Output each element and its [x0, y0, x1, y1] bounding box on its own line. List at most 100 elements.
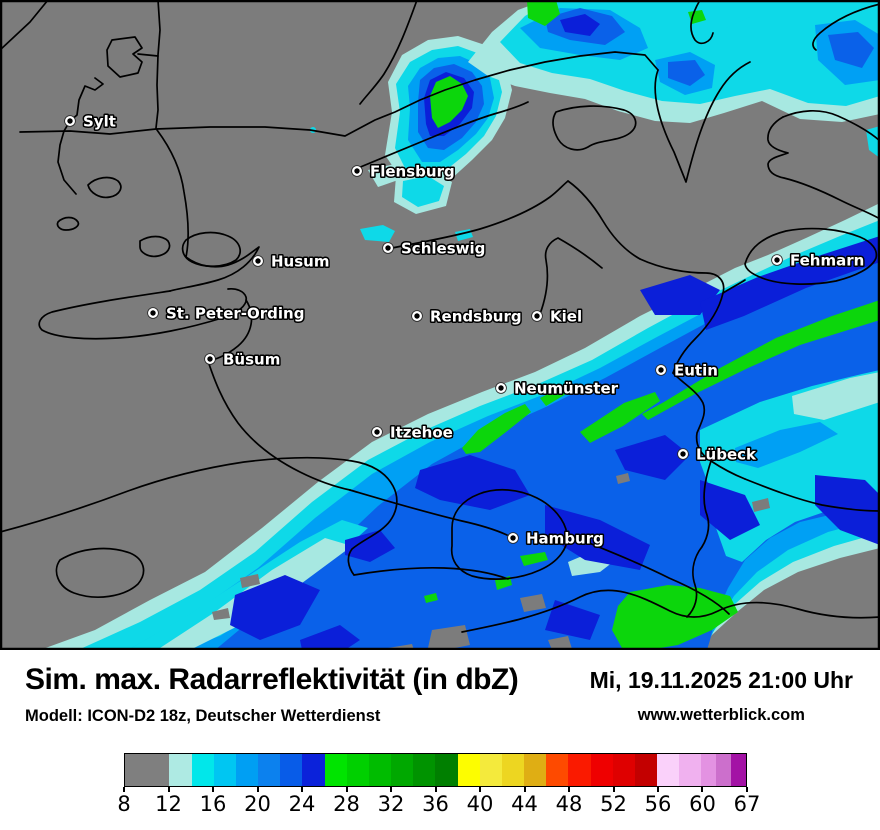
city-label: Eutin: [674, 362, 718, 380]
city-label: Hamburg: [526, 530, 604, 548]
legend-segment-50: [590, 754, 613, 786]
city-dot-icon: [67, 118, 73, 124]
legend-segment-60: [701, 754, 717, 786]
city-st-peter-ording: St. Peter-Ording: [147, 303, 306, 324]
legend-tickmark: [657, 787, 659, 792]
legend-tickmark: [345, 787, 348, 792]
legend-segment-44: [524, 754, 547, 786]
city-dot-icon: [374, 429, 380, 435]
legend-segment-14: [191, 754, 214, 786]
legend-tickmark: [123, 787, 125, 792]
city-husum: Husum: [252, 251, 331, 272]
legend-tick-label: 67: [733, 792, 761, 816]
city-rendsburg: Rendsburg: [411, 306, 523, 327]
city-dot-icon: [414, 313, 420, 319]
legend-segment-58: [679, 754, 702, 786]
legend-tickmark: [523, 787, 526, 792]
legend-segment-62.3: [716, 754, 732, 786]
city-dot-icon: [510, 535, 516, 541]
page-title: Sim. max. Radarreflektivität (in dbZ): [25, 663, 519, 696]
city-dot-icon: [354, 168, 360, 174]
legend-tickmark: [256, 787, 259, 792]
city-dot-icon: [658, 367, 664, 373]
legend-segment-36: [435, 754, 458, 786]
legend-tick-label: 32: [377, 792, 405, 816]
city-label: Büsum: [223, 351, 280, 369]
legend-segment-54: [634, 754, 658, 786]
legend-tick-label: 8: [117, 792, 131, 816]
legend-segment-24: [302, 754, 325, 786]
legend-segment-52: [612, 754, 635, 786]
legend-tick-label: 12: [155, 792, 182, 816]
city-dot-icon: [498, 385, 504, 391]
legend-segment-64.7: [731, 754, 746, 786]
header-right: Mi, 19.11.2025 21:00 Uhr www.wetterblick…: [590, 663, 853, 726]
legend-tickmark: [212, 787, 214, 792]
city-itzehoe: Itzehoe: [371, 422, 454, 443]
city-label: Neumünster: [514, 380, 619, 398]
legend-tickmark: [746, 787, 748, 792]
legend-segment-34: [413, 754, 436, 786]
city-label: St. Peter-Ording: [166, 305, 304, 323]
legend-segment-22: [280, 754, 303, 786]
map-frame: [0, 0, 880, 650]
radar-map: Sylt Flensburg Husum Schleswig St. Peter-Ord…: [0, 0, 880, 650]
city-label: Itzehoe: [390, 424, 453, 442]
legend-tick-label: 40: [466, 792, 494, 816]
city-l-beck: Lübeck: [677, 444, 759, 465]
color-scale-ticks: 8 12 16 20 24 28 32 36 40 44 48 52 56 60 67: [117, 787, 760, 821]
legend-tick-label: 36: [422, 792, 449, 816]
website-label: www.wetterblick.com: [637, 706, 805, 724]
city-dot-icon: [150, 310, 156, 316]
legend-tickmark: [479, 787, 481, 792]
city-dot-icon: [385, 245, 391, 251]
city-flensburg: Flensburg: [351, 161, 456, 182]
legend-tickmark: [701, 787, 704, 792]
legend-segment-18: [235, 754, 259, 786]
city-label: Rendsburg: [430, 308, 522, 326]
city-label: Sylt: [83, 113, 116, 131]
city-schleswig: Schleswig: [382, 238, 487, 259]
legend-tick-label: 28: [333, 792, 360, 816]
city-dot-icon: [680, 451, 686, 457]
legend-segment-8: [125, 754, 170, 786]
legend-tick-label: 24: [288, 792, 316, 816]
city-label: Lübeck: [696, 446, 757, 464]
city-label: Fehmarn: [790, 252, 864, 270]
legend-tickmark: [568, 787, 570, 792]
legend-tick-label: 56: [644, 792, 672, 816]
legend-tickmark: [612, 787, 615, 792]
coastline-layer: [0, 0, 880, 633]
model-label: Modell: ICON-D2 18z, Deutscher Wetterdie…: [25, 707, 381, 725]
legend-tickmark: [434, 787, 437, 792]
legend-segment-30: [368, 754, 392, 786]
datetime-label: Mi, 19.11.2025 21:00 Uhr: [589, 667, 853, 693]
city-b-sum: Büsum: [204, 349, 282, 370]
legend-segment-32: [391, 754, 414, 786]
color-scale-bar: [124, 753, 747, 787]
legend-segment-46: [546, 754, 569, 786]
city-neum-nster: Neumünster: [495, 378, 620, 399]
city-label: Husum: [271, 253, 329, 271]
city-dot-icon: [255, 258, 261, 264]
city-dot-icon: [534, 313, 540, 319]
legend-tickmark: [167, 787, 170, 792]
city-eutin: Eutin: [655, 360, 719, 381]
city-dot-icon: [774, 257, 780, 263]
legend-tickmark: [301, 787, 303, 792]
legend-tick-label: 20: [244, 792, 271, 816]
city-sylt: Sylt: [64, 111, 117, 132]
legend-tick-label: 60: [689, 792, 716, 816]
legend-segment-48: [568, 754, 591, 786]
footer: Sim. max. Radarreflektivität (in dbZ) Mo…: [0, 650, 880, 830]
legend-segment-12: [169, 754, 192, 786]
city-layer: Sylt Flensburg Husum Schleswig St. Peter-Ord…: [64, 111, 866, 549]
city-hamburg: Hamburg: [507, 528, 605, 549]
city-dot-icon: [207, 356, 213, 362]
legend-segment-42: [501, 754, 525, 786]
city-label: Kiel: [550, 308, 582, 326]
legend-segment-16: [213, 754, 236, 786]
legend-segment-28: [346, 754, 369, 786]
city-fehmarn: Fehmarn: [771, 250, 866, 271]
